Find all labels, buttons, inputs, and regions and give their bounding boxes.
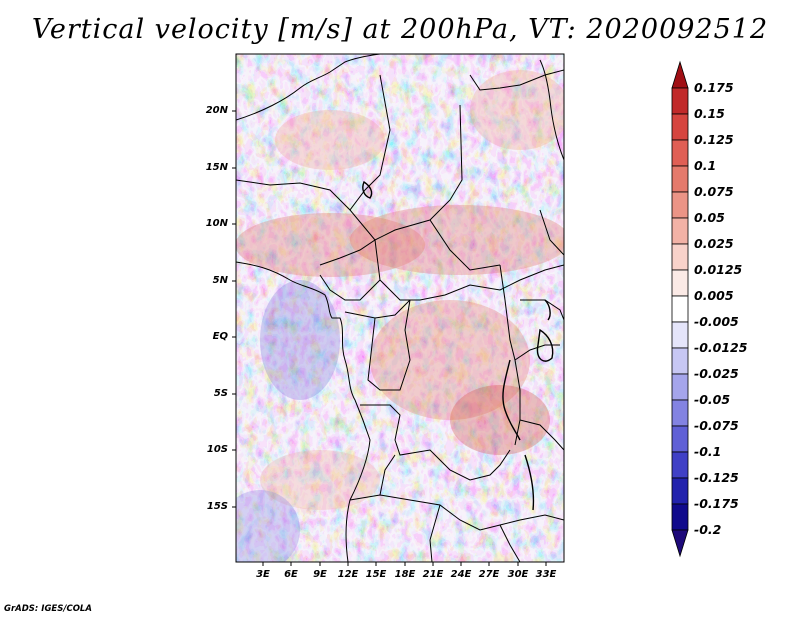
colorbar-segment — [671, 477, 689, 505]
lat-label-15s: 15S — [206, 501, 228, 512]
map-frame — [235, 53, 565, 563]
colorbar-level-label: 0.05 — [694, 210, 725, 225]
colorbar-level-label: 0.025 — [694, 236, 734, 251]
colorbar-segment — [671, 399, 689, 427]
lon-label-27e: 27E — [478, 569, 500, 580]
lon-label-3e: 3E — [256, 569, 270, 580]
lon-label-15e: 15E — [365, 569, 387, 580]
country-borders — [236, 54, 564, 562]
lat-label-10s: 10S — [206, 444, 228, 455]
lat-label-5s: 5S — [213, 388, 228, 399]
colorbar-level-label: 0.175 — [694, 80, 734, 95]
lat-label-eq: EQ — [212, 331, 228, 342]
lon-label-12e: 12E — [337, 569, 359, 580]
colorbar-level-label: 0.1 — [694, 158, 717, 173]
colorbar-level-label: -0.1 — [694, 444, 722, 459]
lat-label-15n: 15N — [205, 162, 228, 173]
colorbar-level-label: -0.05 — [694, 392, 731, 407]
colorbar-segment — [671, 191, 689, 219]
colorbar-segment — [671, 87, 689, 115]
colorbar-level-label: -0.175 — [694, 496, 739, 511]
colorbar-segment — [671, 269, 689, 297]
lat-label-5n: 5N — [212, 275, 228, 286]
colorbar-segment — [671, 295, 689, 323]
lon-label-33e: 33E — [535, 569, 557, 580]
colorbar-level-label: -0.075 — [694, 418, 739, 433]
axis-ticks — [232, 110, 547, 566]
colorbar-level-label: 0.0125 — [694, 262, 743, 277]
lon-label-6e: 6E — [284, 569, 298, 580]
colorbar-segment — [671, 529, 689, 558]
colorbar-segment — [671, 373, 689, 401]
colorbar-segment — [671, 451, 689, 479]
colorbar-level-label: 0.125 — [694, 132, 734, 147]
lat-label-10n: 10N — [205, 218, 228, 229]
colorbar-segment — [671, 60, 689, 89]
colorbar-segment — [671, 165, 689, 193]
colorbar-level-label: -0.005 — [694, 314, 739, 329]
colorbar-segment — [671, 425, 689, 453]
colorbar-segment — [671, 503, 689, 531]
ascent-regions — [236, 70, 564, 562]
lon-label-21e: 21E — [422, 569, 444, 580]
lon-label-24e: 24E — [450, 569, 472, 580]
colorbar-level-label: 0.005 — [694, 288, 734, 303]
colorbar-level-label: -0.125 — [694, 470, 739, 485]
colorbar-segment — [671, 243, 689, 271]
lakes — [362, 180, 554, 511]
colorbar-segment — [671, 321, 689, 349]
lat-label-20n: 20N — [205, 105, 228, 116]
colorbar-segment — [671, 139, 689, 167]
colorbar-segment — [671, 217, 689, 245]
colorbar-level-label: -0.025 — [694, 366, 739, 381]
map-field — [235, 53, 565, 563]
grads-credit: GrADS: IGES/COLA — [4, 604, 92, 614]
colorbar — [671, 60, 689, 558]
colorbar-level-label: -0.0125 — [694, 340, 748, 355]
lon-label-9e: 9E — [313, 569, 327, 580]
colorbar-segment — [671, 113, 689, 141]
colorbar-segment — [671, 347, 689, 375]
lon-label-30e: 30E — [507, 569, 529, 580]
field-texture — [236, 54, 564, 562]
colorbar-level-label: -0.2 — [694, 522, 722, 537]
colorbar-level-label: 0.15 — [694, 106, 725, 121]
chart-title: Vertical velocity [m/s] at 200hPa, VT: 2… — [31, 14, 769, 45]
lon-label-18e: 18E — [394, 569, 416, 580]
colorbar-level-label: 0.075 — [694, 184, 734, 199]
